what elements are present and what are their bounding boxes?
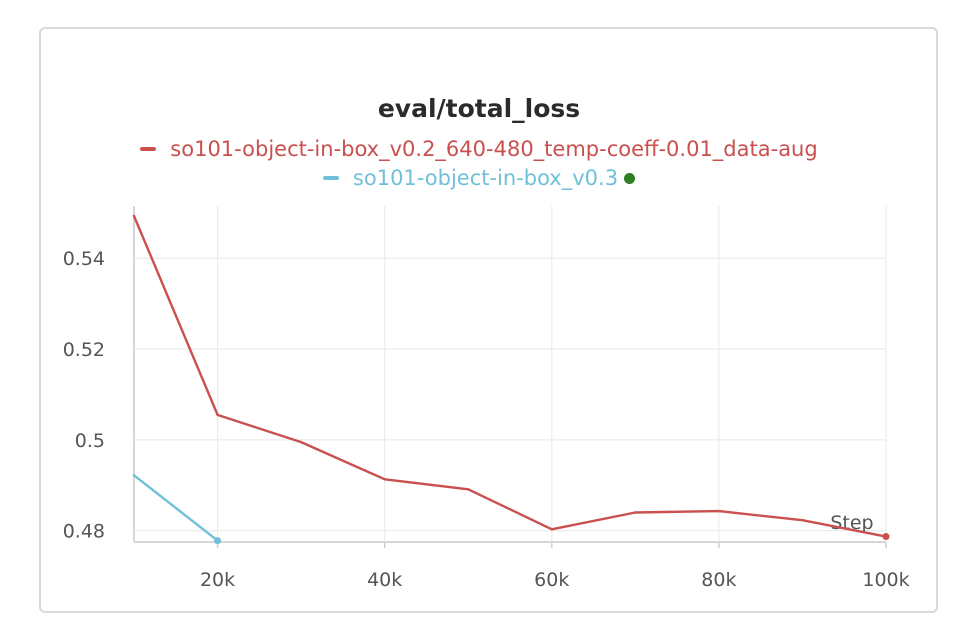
chart-panel (39, 27, 938, 613)
data-point[interactable] (882, 533, 890, 541)
data-point[interactable] (216, 413, 219, 417)
data-point[interactable] (214, 537, 222, 545)
x-tick-label: 80k (701, 569, 736, 591)
run-status-dot (624, 172, 636, 184)
data-point[interactable] (550, 528, 553, 531)
data-point[interactable] (132, 474, 136, 477)
data-point[interactable] (383, 478, 386, 481)
data-point[interactable] (132, 214, 136, 218)
legend-swatch (322, 176, 339, 180)
legend-entry-v0-2[interactable]: so101-object-in-box_v0.2_640-480_temp-co… (0, 134, 958, 164)
series-line-0[interactable] (132, 214, 888, 538)
x-tick-label: 100k (862, 569, 909, 591)
legend-entry-v0-3[interactable]: so101-object-in-box_v0.3 (0, 163, 958, 193)
data-point[interactable] (801, 519, 804, 522)
series-line-1[interactable] (132, 474, 219, 542)
legend-swatch (140, 147, 157, 151)
x-tick-label: 20k (200, 569, 235, 591)
legend-label: so101-object-in-box_v0.2_640-480_temp-co… (170, 137, 818, 161)
y-tick-label: 0.48 (63, 521, 105, 543)
data-point[interactable] (634, 511, 637, 514)
chart-title: eval/total_loss (377, 94, 581, 123)
data-point[interactable] (467, 488, 470, 491)
y-tick-label: 0.54 (63, 248, 105, 270)
y-tick-label: 0.52 (63, 339, 105, 361)
data-point[interactable] (299, 440, 303, 444)
data-point[interactable] (717, 509, 721, 513)
y-tick-label: 0.5 (75, 430, 105, 452)
x-tick-label: 60k (534, 569, 569, 591)
legend-label: so101-object-in-box_v0.3 (352, 166, 619, 190)
x-tick-label: 40k (367, 569, 402, 591)
